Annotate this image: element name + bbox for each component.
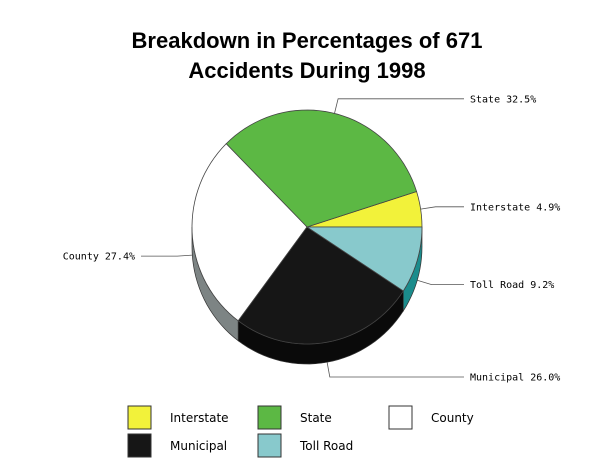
pie-slice-state <box>225 109 418 228</box>
legend-label-toll-road: Toll Road <box>299 439 353 453</box>
legend: Interstate State County Municipal Toll Road <box>127 405 474 458</box>
chart-title-line-1: Breakdown in Percentages of 671 <box>132 28 483 53</box>
legend-swatch-state <box>257 405 282 430</box>
pie-labels: Interstate 4.9% State 32.5% County 27.4% Mu… <box>63 94 561 383</box>
leader-line-interstate <box>420 206 464 210</box>
pie-slices <box>191 109 423 345</box>
legend-swatch-toll-road <box>257 433 282 458</box>
legend-label-municipal: Municipal <box>170 439 227 453</box>
chart-title: Breakdown in Percentages of 671 Accident… <box>132 28 483 83</box>
leader-line-state <box>334 98 464 114</box>
legend-swatch-interstate <box>127 405 152 430</box>
slice-label-interstate: Interstate 4.9% <box>470 202 560 213</box>
pie-slice-county <box>191 143 308 322</box>
slice-label-state: State 32.5% <box>470 94 536 105</box>
chart-title-line-2: Accidents During 1998 <box>188 58 425 83</box>
slice-label-county: County 27.4% <box>63 252 135 263</box>
leader-line-municipal <box>326 362 464 378</box>
slice-label-municipal: Municipal 26.0% <box>470 373 560 384</box>
legend-item-state: State <box>257 405 332 430</box>
slice-label-toll-road: Toll Road 9.2% <box>470 280 554 291</box>
legend-item-county: County <box>388 405 474 430</box>
legend-label-county: County <box>431 411 474 425</box>
leader-line-county <box>141 254 193 257</box>
legend-item-interstate: Interstate <box>127 405 229 430</box>
legend-swatch-municipal <box>127 433 152 458</box>
legend-label-state: State <box>300 411 332 425</box>
legend-label-interstate: Interstate <box>170 411 229 425</box>
legend-item-toll-road: Toll Road <box>257 433 353 458</box>
legend-item-municipal: Municipal <box>127 433 227 458</box>
legend-swatch-county <box>388 405 413 430</box>
leader-line-toll-road <box>417 279 464 286</box>
pie-slice-toll-road <box>305 226 423 292</box>
pie-slice-municipal <box>237 226 404 345</box>
